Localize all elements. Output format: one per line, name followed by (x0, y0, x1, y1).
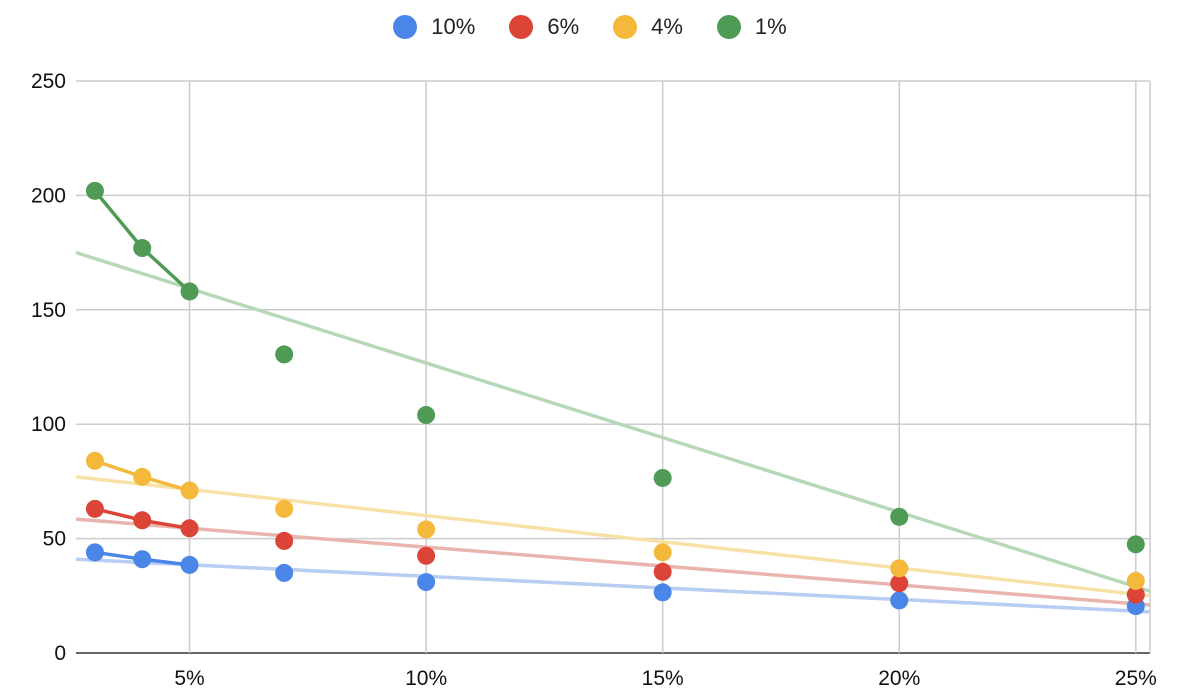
y-tick-label: 0 (54, 642, 66, 665)
legend-marker-1pct (716, 15, 741, 39)
x-axis-labels: 5% 10% 15% 20% 25% (174, 667, 1156, 690)
data-point (85, 451, 104, 470)
data-point (180, 481, 199, 500)
x-tick-label: 5% (174, 667, 204, 690)
legend-label-1pct: 1% (754, 14, 787, 39)
data-point (275, 499, 294, 518)
data-point (653, 468, 672, 487)
trendline-layer (75, 250, 1151, 614)
legend-item-1pct[interactable]: 1% (716, 14, 787, 40)
legend-item-6pct[interactable]: 6% (509, 14, 579, 40)
data-point (180, 555, 199, 574)
data-point (85, 499, 104, 518)
legend-marker-10pct (393, 15, 418, 39)
data-point (133, 550, 152, 569)
y-tick-label: 250 (31, 70, 66, 93)
data-point (275, 563, 294, 582)
y-tick-label: 50 (43, 528, 66, 551)
data-point-layer (85, 181, 1145, 616)
data-point (890, 591, 909, 610)
trendline-0 (75, 557, 1151, 614)
x-tick-label: 25% (1115, 667, 1157, 690)
trendline-1 (75, 517, 1151, 607)
data-point (133, 239, 152, 258)
y-axis-labels: 0 50 100 150 200 250 (31, 70, 66, 665)
y-tick-label: 100 (31, 413, 66, 436)
data-point (85, 181, 104, 200)
x-tick-label: 10% (405, 667, 447, 690)
data-point (1126, 535, 1145, 554)
grid-layer (76, 80, 1151, 654)
data-point (85, 543, 104, 562)
data-point (180, 282, 199, 301)
data-point (417, 546, 436, 565)
data-point (275, 345, 294, 364)
y-tick-label: 200 (31, 184, 66, 207)
data-point (890, 507, 909, 526)
data-point (133, 467, 152, 486)
data-point (417, 406, 436, 425)
trendline-2 (75, 475, 1151, 598)
data-point (890, 574, 909, 593)
legend-marker-6pct (509, 15, 534, 39)
legend-marker-4pct (613, 15, 638, 39)
data-point (890, 559, 909, 578)
legend-label-10pct: 10% (431, 14, 476, 39)
data-point (275, 531, 294, 550)
data-point (417, 573, 436, 592)
data-point (133, 511, 152, 530)
legend-item-10pct[interactable]: 10% (393, 14, 475, 40)
data-point (653, 543, 672, 562)
data-point (180, 519, 199, 538)
trendline-3 (75, 250, 1151, 593)
data-point (1126, 585, 1145, 604)
legend-label-6pct: 6% (547, 14, 580, 39)
x-tick-label: 20% (878, 667, 920, 690)
legend-label-4pct: 4% (651, 14, 683, 39)
legend-item-4pct[interactable]: 4% (613, 14, 683, 40)
x-tick-label: 15% (642, 667, 684, 690)
data-point (653, 562, 672, 581)
y-tick-label: 150 (31, 299, 66, 322)
chart-legend: 10% 6% 4% 1% (0, 14, 1180, 40)
data-point (1126, 571, 1145, 590)
data-point (653, 583, 672, 602)
data-point (417, 520, 436, 539)
